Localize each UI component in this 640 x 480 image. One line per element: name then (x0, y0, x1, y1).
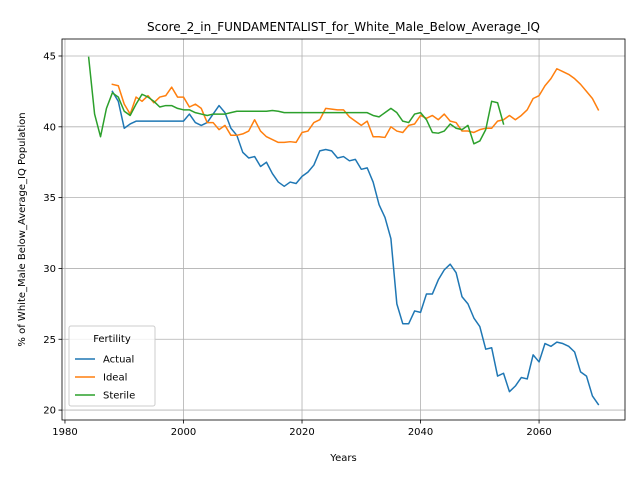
legend-label-ideal: Ideal (103, 373, 127, 384)
y-tick-label: 45 (43, 51, 56, 62)
x-tick-label: 2020 (289, 427, 314, 438)
y-tick-label: 20 (43, 406, 56, 417)
series-line-ideal (111, 67, 600, 144)
legend-box (68, 325, 156, 407)
plot-area-frame (61, 38, 626, 421)
series-lines (87, 56, 600, 406)
legend-label-actual: Actual (103, 355, 134, 366)
x-tick-label: 1980 (52, 427, 77, 438)
series-line-actual (111, 90, 600, 406)
legend-items: Actual Ideal Sterile (75, 355, 135, 402)
x-tick-label: 2040 (408, 427, 433, 438)
legend-label-sterile: Sterile (103, 391, 135, 402)
y-tick-label: 30 (43, 264, 56, 275)
y-tick-label: 25 (43, 335, 56, 346)
y-tick-label: 35 (43, 193, 56, 204)
series-line-sterile (87, 56, 505, 145)
x-tick-label: 2000 (171, 427, 196, 438)
chart-title: Score_2_in_FUNDAMENTALIST_for_White_Male… (147, 20, 540, 34)
grid-lines (62, 39, 625, 420)
legend: Fertility Actual Ideal Sterile (68, 325, 156, 407)
y-axis-title: % of White_Male Below_Average_IQ Populat… (17, 112, 28, 346)
axis-ticks: 1980 2000 2020 2040 2060 20 25 30 35 40 45 (43, 51, 552, 438)
legend-title: Fertility (93, 334, 131, 345)
x-tick-label: 2060 (526, 427, 551, 438)
y-tick-label: 40 (43, 122, 56, 133)
x-axis-title: Years (329, 453, 356, 464)
